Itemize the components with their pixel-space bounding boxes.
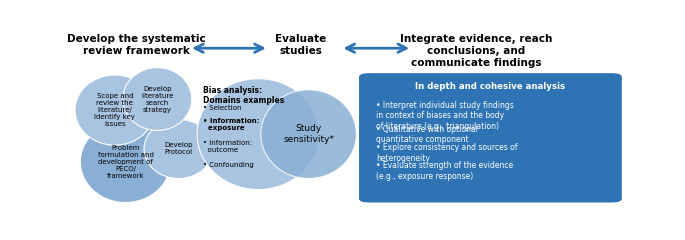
Text: • Confounding: • Confounding	[203, 162, 254, 168]
Text: • Interpret individual study findings
in context of biases and the body
of liter: • Interpret individual study findings in…	[376, 101, 514, 131]
Text: • Qualitative with optional
quantitative component: • Qualitative with optional quantitative…	[376, 125, 478, 144]
Text: • Information:
  exposure: • Information: exposure	[203, 118, 260, 132]
Text: Integrate evidence, reach
conclusions, and
communicate findings: Integrate evidence, reach conclusions, a…	[399, 34, 552, 67]
Text: • Explore consistency and sources of
heterogeneity: • Explore consistency and sources of het…	[376, 143, 517, 162]
Ellipse shape	[80, 121, 171, 203]
Text: Scope and
review the
literature/
Identify key
issues: Scope and review the literature/ Identif…	[95, 93, 135, 127]
Ellipse shape	[123, 68, 192, 131]
Text: Evaluate
studies: Evaluate studies	[275, 34, 326, 56]
Text: • Evaluate strength of the evidence
(e.g., exposure response): • Evaluate strength of the evidence (e.g…	[376, 161, 513, 181]
Text: Problem
formulation and
development of
PECO/
framework: Problem formulation and development of P…	[97, 145, 153, 179]
Ellipse shape	[197, 79, 319, 190]
Text: Develop
literature
search
strategy: Develop literature search strategy	[141, 85, 173, 113]
Text: In depth and cohesive analysis: In depth and cohesive analysis	[415, 82, 566, 91]
FancyBboxPatch shape	[359, 73, 622, 203]
Text: Bias analysis:
Domains examples: Bias analysis: Domains examples	[203, 86, 285, 106]
Text: Develop the systematic
review framework: Develop the systematic review framework	[66, 34, 206, 56]
Ellipse shape	[75, 75, 155, 145]
Text: • Selection: • Selection	[203, 105, 242, 111]
Ellipse shape	[261, 90, 356, 179]
Text: • Information:
  outcome: • Information: outcome	[203, 140, 253, 153]
Text: Develop
Protocol: Develop Protocol	[164, 142, 192, 156]
Ellipse shape	[144, 119, 213, 179]
Text: Study
sensitivity*: Study sensitivity*	[283, 124, 334, 144]
